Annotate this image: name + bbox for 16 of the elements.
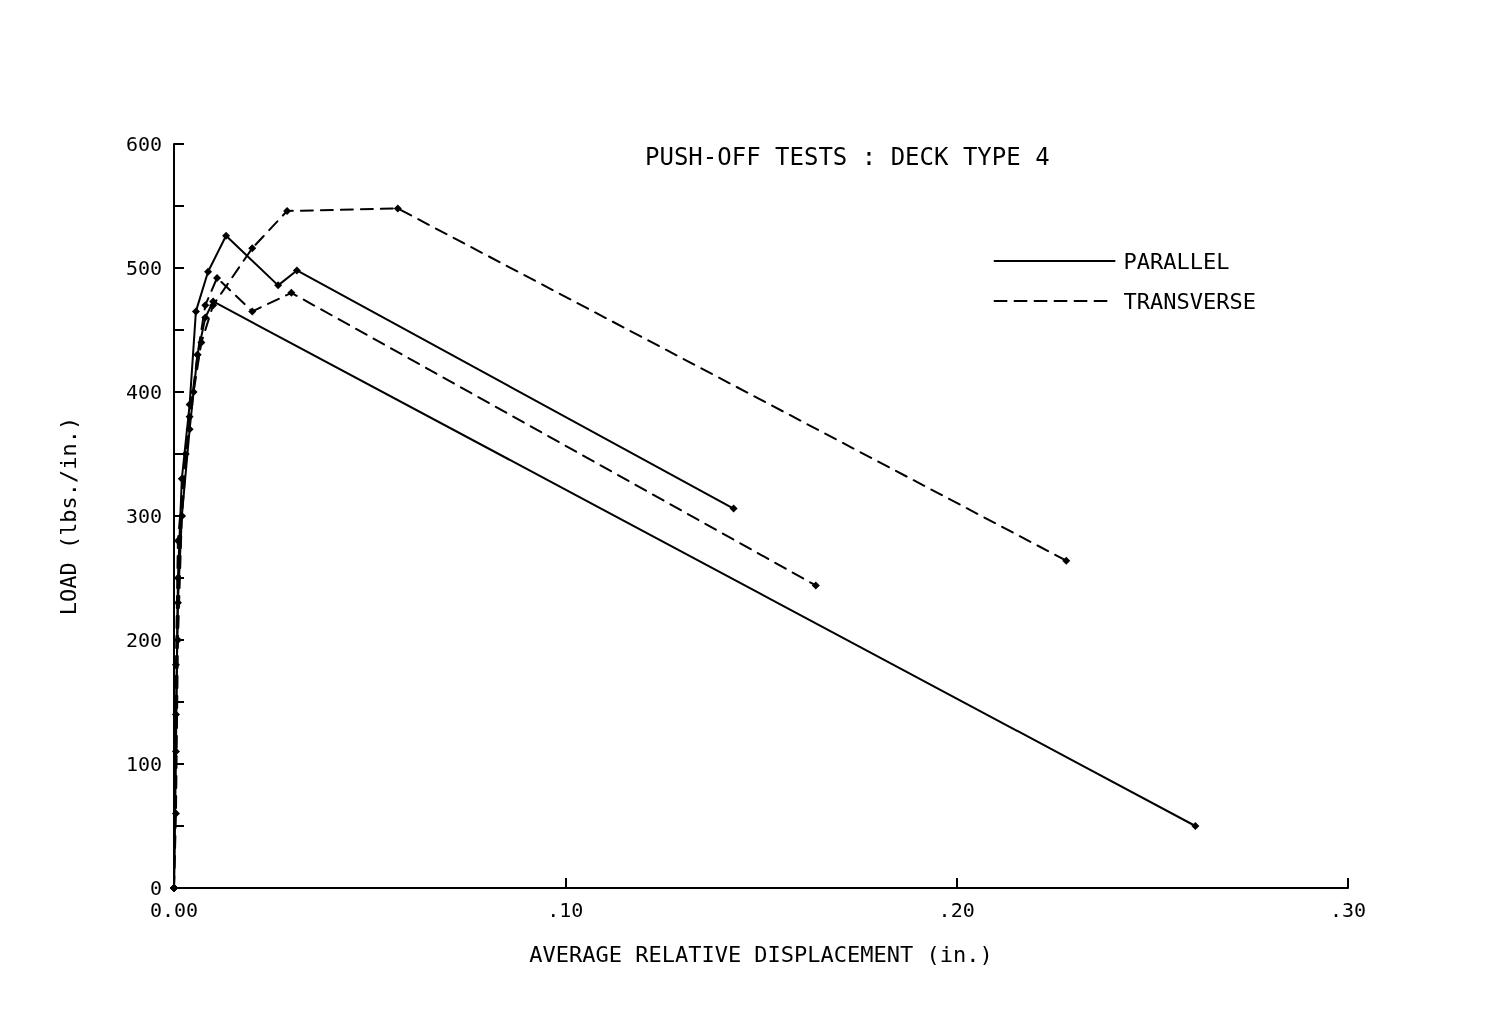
y-tick-label: 0	[149, 876, 162, 900]
x-axis-title: AVERAGE RELATIVE DISPLACEMENT (in.)	[529, 941, 993, 967]
y-tick-label: 400	[125, 380, 162, 404]
y-tick-label: 500	[125, 256, 162, 280]
y-tick-label: 600	[125, 132, 162, 156]
y-axis-title: LOAD (lbs./in.)	[55, 416, 81, 616]
x-tick-label: .30	[1329, 898, 1367, 922]
text: PARALLEL	[1123, 248, 1230, 274]
x-tick-label: .20	[938, 898, 975, 922]
x-tick-label: 0.00	[149, 898, 199, 922]
chart-title: PUSH-OFF TESTS : DECK TYPE 4	[645, 143, 1050, 171]
y-tick-label: 300	[125, 504, 162, 528]
x-tick-label: .10	[547, 898, 584, 922]
y-tick-label: 200	[125, 628, 162, 652]
y-tick-label: 100	[125, 752, 162, 776]
text: TRANSVERSE	[1123, 288, 1256, 314]
